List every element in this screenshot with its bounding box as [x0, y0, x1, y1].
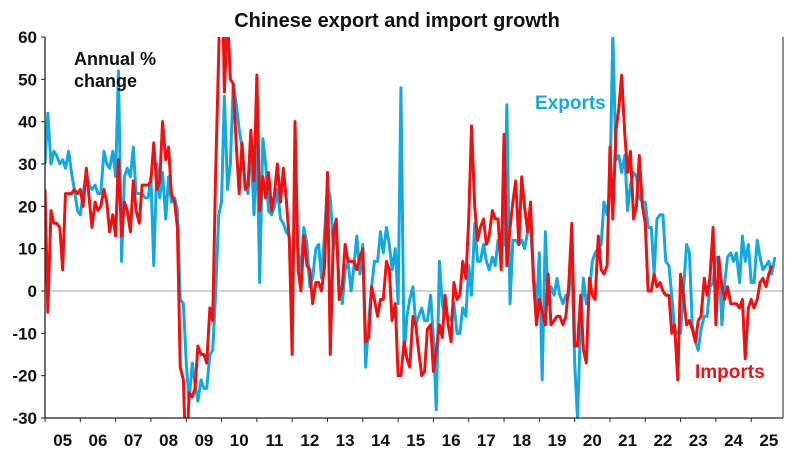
x-tick-label: 09	[194, 431, 213, 450]
series-line-imports	[45, 37, 774, 418]
y-tick-label: 60	[18, 28, 37, 47]
chart-title: Chinese export and import growth	[234, 10, 560, 32]
x-tick-label: 21	[618, 431, 637, 450]
x-tick-label: 22	[653, 431, 672, 450]
series-layer	[45, 37, 783, 418]
y-tick-label: -20	[12, 367, 37, 386]
x-tick-label: 05	[53, 431, 72, 450]
x-tick-label: 18	[512, 431, 531, 450]
series-label-exports: Exports	[535, 93, 606, 114]
x-tick-label: 14	[371, 431, 390, 450]
x-tick-label: 20	[583, 431, 602, 450]
y-tick-label: -10	[12, 324, 37, 343]
series-label-imports: Imports	[695, 362, 765, 383]
x-tick-label: 10	[230, 431, 249, 450]
y-tick-labels: -30 -20 -10 0 10 20 30 40 50 60	[12, 28, 45, 428]
x-tick-label: 13	[336, 431, 355, 450]
x-tick-label: 16	[442, 431, 461, 450]
x-tick-label: 06	[89, 431, 108, 450]
x-tick-label: 17	[477, 431, 496, 450]
x-tick-label: 19	[548, 431, 567, 450]
x-tick-label: 15	[406, 431, 425, 450]
x-tick-label: 07	[124, 431, 143, 450]
x-tick-label: 12	[300, 431, 319, 450]
x-tick-label: 24	[724, 431, 743, 450]
x-tick-label: 25	[759, 431, 778, 450]
annotation-line-2: change	[74, 71, 137, 91]
y-tick-label: 50	[18, 70, 37, 89]
x-tick-labels: 05 06 07 08 09 10 11 12 13 14 15 16 17 18 19 20 21 22 23 24…	[44, 418, 778, 450]
plot-area	[45, 37, 783, 418]
y-tick-label: -30	[12, 409, 37, 428]
y-tick-label: 10	[18, 240, 37, 259]
y-tick-label: 30	[18, 155, 37, 174]
annotation-line-1: Annual %	[74, 49, 156, 69]
y-tick-label: 20	[18, 197, 37, 216]
series-line-exports	[45, 37, 777, 418]
y-tick-label: 40	[18, 113, 37, 132]
x-tick-label: 08	[159, 431, 178, 450]
x-tick-label: 11	[266, 431, 284, 450]
y-tick-label: 0	[28, 282, 37, 301]
x-tick-label: 23	[689, 431, 708, 450]
